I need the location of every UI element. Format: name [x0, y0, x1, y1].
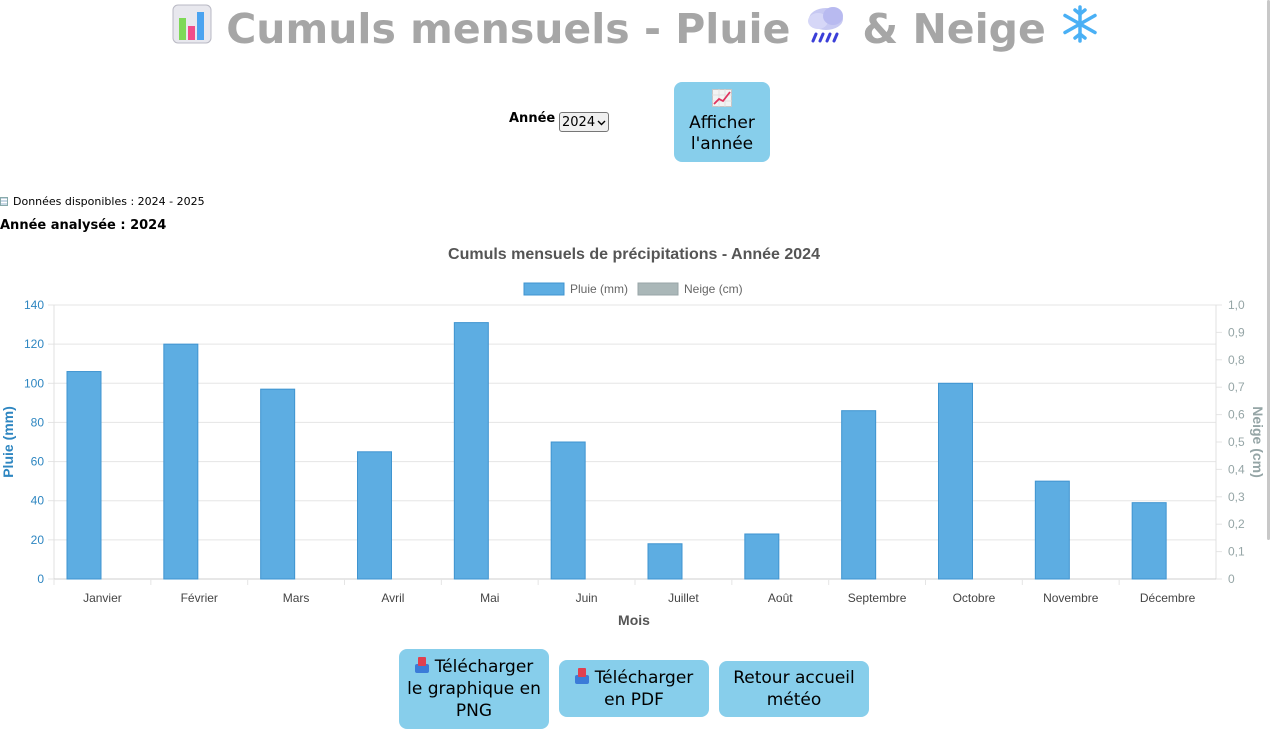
y-left-axis-title: Pluie (mm): [0, 406, 16, 478]
back-home-button[interactable]: Retour accueil météo: [719, 661, 869, 717]
y-right-tick-label: 1,0: [1228, 298, 1245, 312]
y-left-tick-label: 80: [31, 415, 45, 429]
title-text-snow: & Neige: [862, 5, 1046, 53]
bar-rain: [841, 410, 877, 580]
y-left-tick-label: 20: [31, 533, 45, 547]
x-tick-label: Avril: [381, 591, 404, 605]
bar-rain: [260, 388, 296, 580]
y-left-tick-label: 100: [24, 376, 44, 390]
x-tick-label: Mai: [480, 591, 499, 605]
bar-rain: [163, 343, 199, 580]
year-select[interactable]: 2024: [559, 112, 609, 132]
x-tick-label: Juillet: [668, 591, 699, 605]
y-right-tick-label: 0,6: [1228, 408, 1245, 422]
y-left-tick-label: 0: [37, 572, 44, 586]
y-right-axis-title: Neige (cm): [1250, 406, 1266, 478]
bar-rain: [938, 382, 973, 580]
y-left-tick-label: 140: [24, 298, 44, 312]
rain-cloud-icon: [804, 4, 848, 54]
y-right-tick-label: 0,1: [1228, 545, 1245, 559]
chevron-down-icon: [597, 115, 606, 130]
download-png-button[interactable]: Télécharger le graphique en PNG: [399, 649, 549, 729]
x-tick-label: Septembre: [848, 591, 907, 605]
y-right-tick-label: 0,9: [1228, 325, 1245, 339]
bar-rain: [66, 371, 102, 580]
scrollbar[interactable]: [1267, 0, 1270, 540]
bar-rain: [647, 543, 683, 580]
x-tick-label: Août: [768, 591, 793, 605]
back-home-label: Retour accueil météo: [733, 668, 855, 710]
year-select-value: 2024: [562, 114, 596, 130]
controls-bar: Année : 2024 Afficher l'année: [0, 82, 1272, 162]
analysed-year: Année analysée : 2024: [0, 218, 167, 233]
year-label: Année :: [509, 111, 565, 126]
y-right-tick-label: 0,5: [1228, 435, 1245, 449]
y-left-tick-label: 60: [31, 455, 45, 469]
bar-rain: [744, 533, 780, 580]
snowflake-icon: [1060, 4, 1100, 54]
calendar-icon: [0, 197, 8, 206]
x-axis-title: Mois: [618, 612, 650, 628]
chart-title: Cumuls mensuels de précipitations - Anné…: [448, 246, 820, 263]
download-pdf-label: Télécharger en PDF: [594, 667, 694, 710]
y-right-tick-label: 0,7: [1228, 380, 1245, 394]
bar-rain: [1034, 480, 1070, 580]
legend-label-snow: Neige (cm): [684, 282, 743, 296]
available-data-text: Données disponibles : 2024 - 2025: [13, 195, 205, 208]
floppy-disk-icon: [414, 657, 429, 673]
legend-swatch-snow: [637, 282, 679, 296]
x-tick-label: Mars: [283, 591, 310, 605]
floppy-disk-icon: [574, 667, 589, 684]
y-right-tick-label: 0,4: [1228, 462, 1245, 476]
x-tick-label: Octobre: [953, 591, 996, 605]
x-tick-label: Février: [181, 591, 218, 605]
show-year-label-1: Afficher: [689, 113, 755, 133]
x-tick-label: Décembre: [1140, 591, 1196, 605]
bar-rain: [357, 451, 392, 580]
available-data-info: Données disponibles : 2024 - 2025: [0, 195, 205, 208]
show-year-button[interactable]: Afficher l'année: [674, 82, 770, 162]
title-text-rain: Cumuls mensuels - Pluie: [226, 5, 791, 53]
chart-increasing-icon: [712, 89, 732, 113]
y-right-tick-label: 0,3: [1228, 490, 1245, 504]
x-tick-label: Juin: [576, 591, 598, 605]
precipitation-chart: Cumuls mensuels de précipitations - Anné…: [0, 246, 1266, 628]
show-year-label-2: l'année: [690, 134, 754, 154]
page-title: Cumuls mensuels - Pluie & Neige: [0, 0, 1272, 58]
y-right-tick-label: 0: [1228, 572, 1235, 586]
y-right-tick-label: 0,8: [1228, 353, 1245, 367]
bar-rain: [453, 322, 489, 580]
download-png-label: Télécharger le graphique en PNG: [407, 657, 541, 721]
x-tick-label: Novembre: [1043, 591, 1099, 605]
bar-rain: [550, 441, 586, 580]
legend-swatch-rain: [523, 282, 565, 296]
y-right-tick-label: 0,2: [1228, 517, 1245, 531]
y-left-tick-label: 120: [24, 337, 44, 351]
legend-label-rain: Pluie (mm): [570, 282, 628, 296]
bar-rain: [1131, 502, 1167, 580]
y-left-tick-label: 40: [31, 494, 45, 508]
download-pdf-button[interactable]: Télécharger en PDF: [559, 660, 709, 717]
x-tick-label: Janvier: [83, 591, 122, 605]
bar-chart-icon: [172, 4, 212, 54]
